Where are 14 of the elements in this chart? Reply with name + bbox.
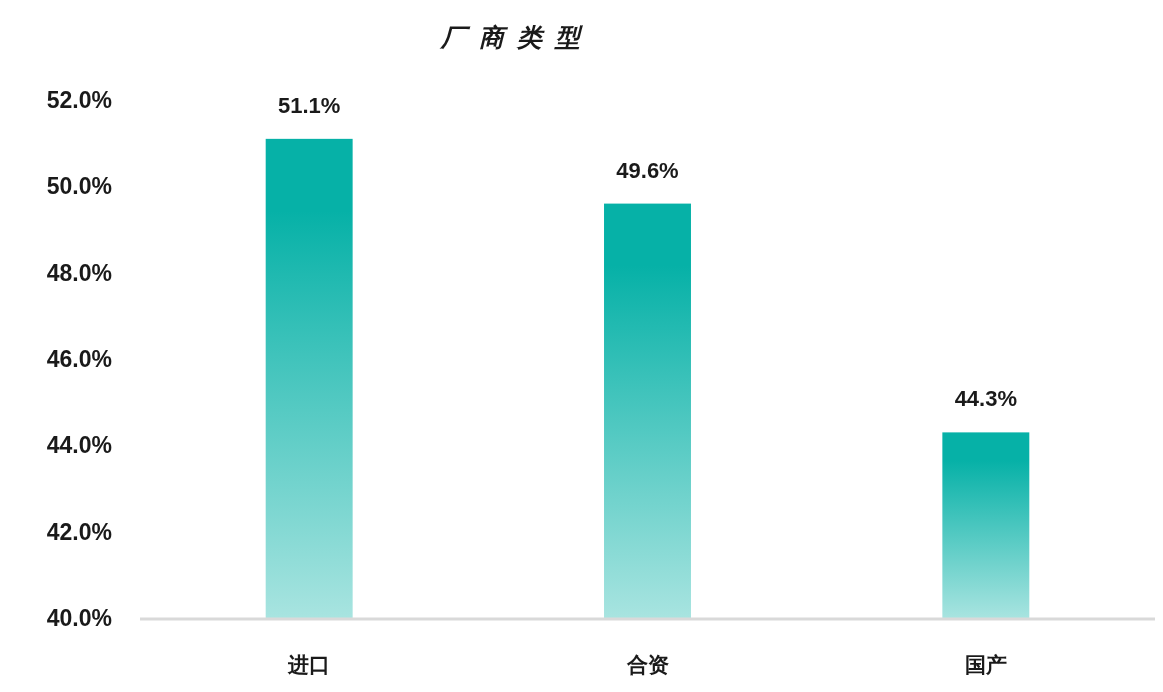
y-tick-label: 44.0% bbox=[46, 432, 112, 459]
y-tick-label: 48.0% bbox=[46, 259, 112, 286]
data-label: 51.1% bbox=[277, 92, 341, 118]
y-tick-label: 40.0% bbox=[46, 605, 112, 631]
data-label: 49.6% bbox=[616, 157, 679, 183]
title: 厂 商 类 型 bbox=[441, 23, 583, 51]
data-label: 44.3% bbox=[954, 386, 1018, 412]
x-tick-label: 国产 bbox=[964, 653, 1007, 676]
y-tick-label: 50.0% bbox=[46, 173, 112, 200]
y-tick-label: 52.0% bbox=[46, 87, 112, 113]
x-tick-label: 合资 bbox=[626, 653, 669, 676]
y-tick-label: 46.0% bbox=[46, 346, 112, 372]
y-tick-label: 42.0% bbox=[46, 518, 112, 545]
x-tick-label: 进口 bbox=[288, 653, 331, 676]
